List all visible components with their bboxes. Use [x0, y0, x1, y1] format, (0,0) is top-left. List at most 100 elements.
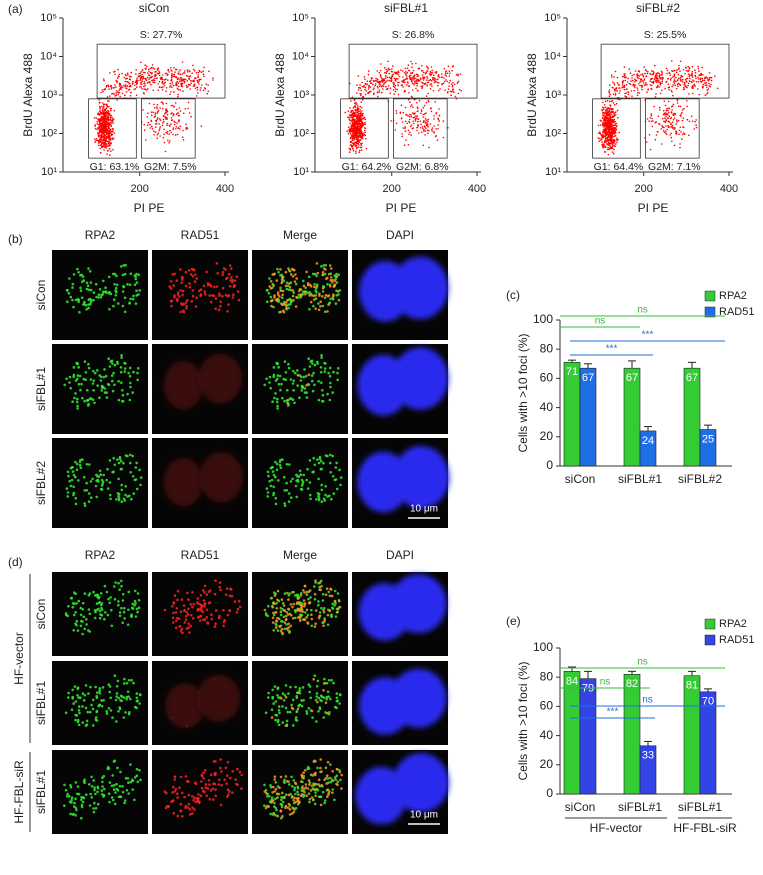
focus — [283, 378, 286, 381]
cytometry-event — [118, 92, 120, 94]
cytometry-event — [104, 89, 106, 91]
cytometry-event — [165, 90, 167, 92]
cytometry-event — [99, 102, 101, 104]
cytometry-event — [182, 61, 184, 63]
cytometry-event — [687, 66, 689, 68]
cytometry-event — [108, 138, 110, 140]
focus — [318, 309, 321, 312]
cytometry-event — [355, 137, 357, 139]
cytometry-event — [156, 78, 158, 80]
focus — [106, 591, 109, 594]
cytometry-event — [168, 71, 170, 73]
cytometry-event — [625, 80, 627, 82]
cytometry-event — [186, 87, 188, 89]
cytometry-event — [604, 112, 606, 114]
focus — [94, 372, 97, 375]
focus — [185, 301, 188, 304]
focus — [333, 492, 336, 495]
focus — [120, 607, 123, 610]
cytometry-event — [103, 149, 105, 151]
cytometry-event — [395, 80, 397, 82]
focus — [92, 699, 95, 702]
cytometry-event — [376, 81, 378, 83]
cytometry-event — [110, 108, 112, 110]
focus — [318, 499, 321, 502]
cytometry-event — [195, 77, 197, 79]
cytometry-event — [405, 130, 407, 132]
focus — [77, 719, 80, 722]
value-label: 71 — [566, 366, 578, 378]
x-axis-label: PI PE — [386, 201, 417, 215]
focus — [229, 588, 232, 591]
cytometry-event — [609, 117, 611, 119]
cytometry-event — [614, 140, 616, 142]
focus — [283, 628, 286, 631]
cytometry-event — [612, 112, 614, 114]
focus — [192, 275, 195, 278]
focus — [109, 498, 112, 501]
cytometry-event — [167, 74, 169, 76]
focus — [272, 470, 275, 473]
cytometry-event — [176, 77, 178, 79]
cytometry-event — [351, 115, 353, 117]
value-label: 67 — [686, 372, 698, 384]
cytometry-event — [603, 107, 605, 109]
focus — [332, 296, 335, 299]
cytometry-event — [437, 139, 439, 141]
cytometry-event — [207, 84, 209, 86]
cytometry-event — [113, 87, 115, 89]
cytometry-event — [108, 88, 110, 90]
cytometry-event — [426, 84, 428, 86]
focus — [304, 290, 307, 293]
cytometry-event — [139, 75, 141, 77]
focus — [66, 300, 69, 303]
focus — [107, 598, 110, 601]
cytometry-event — [682, 134, 684, 136]
cytometry-event — [103, 111, 105, 113]
cytometry-event — [197, 92, 199, 94]
focus — [76, 407, 79, 410]
cytometry-event — [157, 69, 159, 71]
cytometry-event — [153, 112, 155, 114]
focus — [139, 289, 142, 292]
focus — [74, 719, 77, 722]
focus — [322, 593, 325, 596]
cytometry-event — [129, 79, 131, 81]
focus — [87, 267, 90, 270]
focus — [315, 297, 318, 300]
focus — [320, 356, 323, 359]
focus — [277, 293, 280, 296]
focus — [118, 493, 121, 496]
focus — [96, 384, 99, 387]
cytometry-event — [652, 74, 654, 76]
focus — [86, 399, 89, 402]
cytometry-event — [676, 123, 678, 125]
focus — [123, 286, 126, 289]
focus — [284, 504, 287, 507]
cytometry-event — [672, 125, 674, 127]
cytometry-event — [189, 84, 191, 86]
focus — [117, 697, 120, 700]
bar-chart: Cells with >10 foci (%)020406080100siCon… — [516, 618, 754, 835]
y-axis-label: BrdU Alexa 488 — [273, 53, 287, 137]
focus — [181, 294, 184, 297]
cytometry-event — [408, 85, 410, 87]
cytometry-event — [153, 134, 155, 136]
cytometry-event — [371, 79, 373, 81]
focus — [268, 277, 271, 280]
focus — [309, 481, 312, 484]
cytometry-event — [437, 85, 439, 87]
cytometry-event — [385, 75, 387, 77]
y-tick-label: 0 — [546, 786, 553, 800]
cytometry-event — [676, 88, 678, 90]
cytometry-event — [415, 118, 417, 120]
cytometry-event — [607, 123, 609, 125]
focus — [320, 607, 323, 610]
focus — [77, 696, 80, 699]
focus — [287, 623, 290, 626]
focus — [296, 384, 299, 387]
focus — [326, 310, 329, 313]
cytometry-event — [106, 147, 108, 149]
cytometry-event — [417, 124, 419, 126]
focus — [120, 354, 123, 357]
